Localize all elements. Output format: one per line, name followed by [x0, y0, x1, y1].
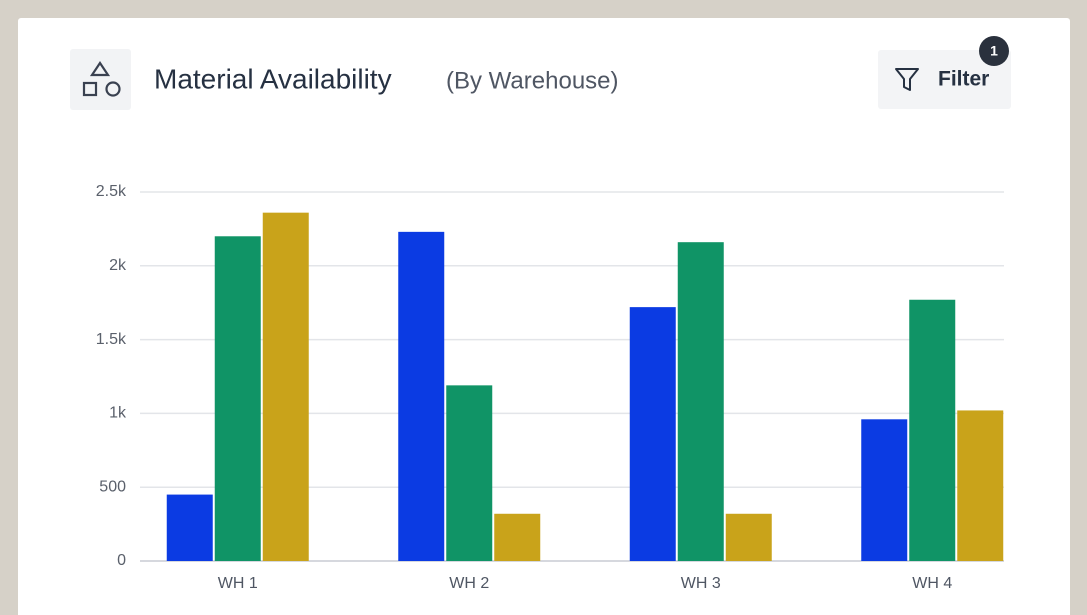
y-tick-label: 1k — [109, 405, 127, 422]
bar — [262, 212, 309, 561]
bar — [214, 236, 261, 561]
bar — [166, 494, 213, 561]
y-tick-label: 2.5k — [96, 183, 127, 200]
filter-label[interactable]: Filter — [938, 68, 989, 91]
filter-bg[interactable] — [878, 50, 1011, 109]
y-tick-label: 500 — [99, 478, 126, 495]
bar — [957, 410, 1004, 561]
x-tick-label: WH 1 — [218, 575, 258, 592]
filter-count: 1 — [990, 43, 998, 59]
chart-icon — [82, 61, 121, 97]
x-tick-label: WH 4 — [912, 575, 952, 592]
bar — [861, 419, 908, 561]
bar — [725, 513, 772, 561]
filter-button[interactable]: Filter — [878, 50, 1011, 109]
chart-icon-bg — [70, 49, 131, 110]
x-tick-label: WH 2 — [449, 575, 489, 592]
bar — [494, 513, 541, 561]
y-tick-label: 1.5k — [96, 331, 127, 348]
filter-icon — [895, 68, 919, 91]
bar — [677, 242, 724, 561]
bar — [629, 307, 676, 561]
bar — [398, 231, 445, 562]
chart-title: Material Availability — [154, 63, 392, 94]
x-tick-label: WH 3 — [681, 575, 721, 592]
y-tick-label: 0 — [117, 552, 126, 569]
chart-subtitle: (By Warehouse) — [446, 67, 619, 94]
bar — [909, 299, 956, 561]
bar — [446, 385, 493, 561]
y-tick-label: 2k — [109, 257, 127, 274]
filter-badge — [979, 36, 1009, 66]
